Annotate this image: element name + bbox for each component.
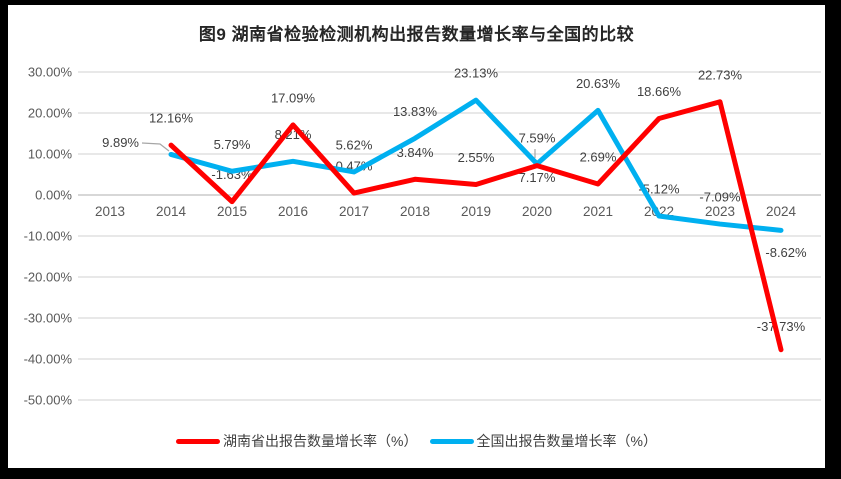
data-label-hunan: 17.09%: [271, 90, 316, 105]
legend-swatch-hunan-line: [176, 438, 221, 444]
x-axis-tick-label: 2019: [461, 204, 491, 219]
chart-title: 图9 湖南省检验检测机构出报告数量增长率与全国的比较: [198, 25, 635, 44]
data-label-hunan: 18.66%: [637, 84, 682, 99]
legend-item-national: 全国出报告数量增长率（%）: [429, 431, 657, 451]
x-axis-tick-label: 2013: [95, 204, 125, 219]
y-axis-tick-label: 0.00%: [35, 188, 72, 203]
data-label-hunan: 7.17%: [519, 170, 556, 185]
data-label-national: 7.59%: [519, 130, 556, 145]
x-axis-tick-label: 2018: [400, 204, 430, 219]
x-axis-tick-label: 2024: [766, 204, 797, 219]
legend-swatch-national-line: [429, 438, 474, 444]
data-label-hunan: 2.55%: [458, 150, 495, 165]
y-axis-tick-label: -30.00%: [24, 311, 73, 326]
y-axis-tick-label: 30.00%: [28, 65, 73, 80]
data-label-national: -8.62%: [765, 245, 807, 260]
x-axis-tick-label: 2021: [583, 204, 613, 219]
series-line-hunan: [168, 99, 784, 353]
y-axis-tick-label: -20.00%: [24, 270, 73, 285]
data-label-hunan: -37.73%: [757, 319, 806, 334]
x-axis-tick-label: 2017: [339, 204, 369, 219]
x-axis-tick-label: 2020: [522, 204, 552, 219]
data-label-national: 9.89%: [102, 135, 139, 150]
data-label-national: 5.79%: [214, 137, 251, 152]
data-label-hunan: 3.84%: [397, 145, 434, 160]
x-axis-tick-label: 2015: [217, 204, 247, 219]
legend-label-hunan: 湖南省出报告数量增长率（%）: [223, 433, 418, 449]
data-label-hunan: 22.73%: [698, 67, 743, 82]
y-axis-tick-label: -10.00%: [24, 229, 73, 244]
y-axis-tick-label: -40.00%: [24, 352, 73, 367]
x-axis-tick-label: 2014: [156, 204, 187, 219]
x-axis-tick-label: 2023: [705, 204, 735, 219]
data-label-national: -5.12%: [638, 181, 680, 196]
legend: 湖南省出报告数量增长率（%） 全国出报告数量增长率（%）: [8, 431, 825, 451]
legend-label-national: 全国出报告数量增长率（%）: [476, 433, 657, 449]
data-label-national: 13.83%: [393, 104, 438, 119]
data-label-national: 5.62%: [336, 137, 373, 152]
y-axis-tick-label: -50.00%: [24, 393, 73, 408]
y-axis-tick-label: 20.00%: [28, 106, 73, 121]
series-line-national: [168, 97, 784, 233]
data-label-national: 20.63%: [576, 76, 621, 91]
legend-item-hunan: 湖南省出报告数量增长率（%）: [176, 431, 418, 451]
x-axis-tick-label: 2016: [278, 204, 308, 219]
y-axis-tick-label: 10.00%: [28, 147, 73, 162]
data-label-hunan: 12.16%: [149, 111, 194, 126]
data-label-hunan: 2.69%: [580, 149, 617, 164]
data-label-national: 23.13%: [454, 66, 499, 81]
data-label-national: -7.09%: [699, 190, 741, 205]
leader-line-national-2014: [141, 142, 170, 152]
